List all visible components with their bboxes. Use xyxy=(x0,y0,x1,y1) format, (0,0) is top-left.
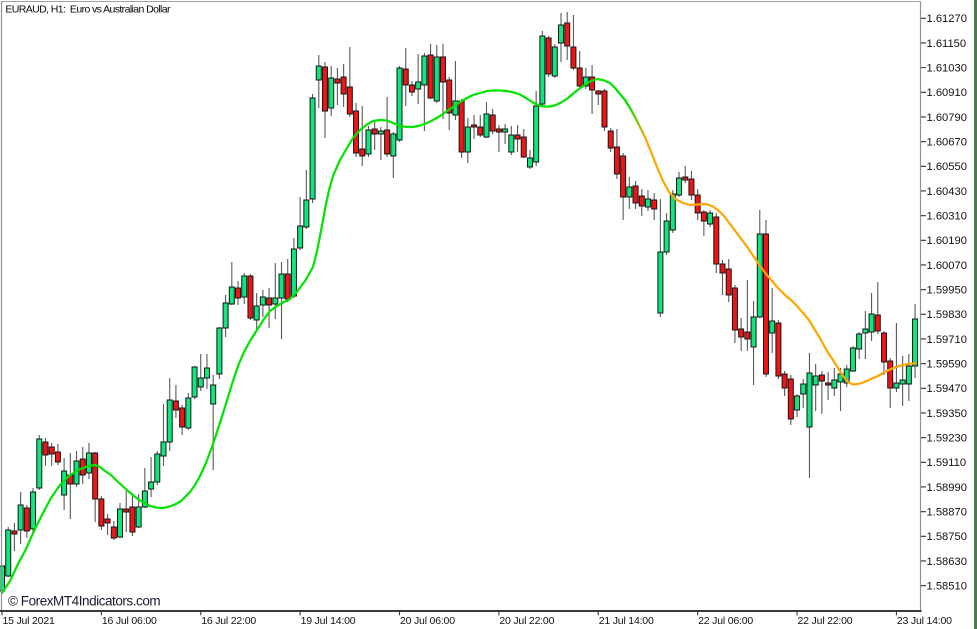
svg-text:1.60190: 1.60190 xyxy=(927,235,967,247)
svg-text:22 Jul 22:00: 22 Jul 22:00 xyxy=(798,615,853,627)
svg-text:20 Jul 22:00: 20 Jul 22:00 xyxy=(499,615,554,627)
svg-text:1.61030: 1.61030 xyxy=(927,63,967,75)
svg-text:1.59350: 1.59350 xyxy=(927,408,967,420)
svg-text:1.60550: 1.60550 xyxy=(927,161,967,173)
svg-text:19 Jul 14:00: 19 Jul 14:00 xyxy=(301,615,356,627)
svg-text:1.59590: 1.59590 xyxy=(927,359,967,371)
svg-text:1.59830: 1.59830 xyxy=(927,309,967,321)
svg-text:1.61150: 1.61150 xyxy=(927,38,967,50)
svg-text:1.60310: 1.60310 xyxy=(927,211,967,223)
svg-text:1.59230: 1.59230 xyxy=(927,433,967,445)
svg-text:1.60430: 1.60430 xyxy=(927,186,967,198)
svg-text:1.58510: 1.58510 xyxy=(927,581,967,593)
svg-text:1.61270: 1.61270 xyxy=(927,13,967,25)
svg-text:16 Jul 06:00: 16 Jul 06:00 xyxy=(102,615,157,627)
svg-text:1.58630: 1.58630 xyxy=(927,556,967,568)
svg-text:1.59470: 1.59470 xyxy=(927,383,967,395)
svg-text:EURAUD, H1: Euro vs Australia: EURAUD, H1: Euro vs Australian Dollar xyxy=(5,4,171,16)
svg-text:15 Jul 2021: 15 Jul 2021 xyxy=(3,615,55,627)
svg-text:1.60910: 1.60910 xyxy=(927,87,967,99)
svg-text:1.58750: 1.58750 xyxy=(927,531,967,543)
svg-text:21 Jul 14:00: 21 Jul 14:00 xyxy=(599,615,654,627)
svg-text:1.58870: 1.58870 xyxy=(927,507,967,519)
svg-text:1.59110: 1.59110 xyxy=(927,457,967,469)
svg-text:1.58990: 1.58990 xyxy=(927,482,967,494)
svg-text:1.59950: 1.59950 xyxy=(927,285,967,297)
svg-text:20 Jul 06:00: 20 Jul 06:00 xyxy=(400,615,455,627)
svg-text:1.60790: 1.60790 xyxy=(927,112,967,124)
svg-text:© ForexMT4Indicators.com: © ForexMT4Indicators.com xyxy=(8,593,160,608)
svg-text:1.59710: 1.59710 xyxy=(927,334,967,346)
svg-text:1.60070: 1.60070 xyxy=(927,260,967,272)
svg-text:22 Jul 06:00: 22 Jul 06:00 xyxy=(698,615,753,627)
svg-text:23 Jul 14:00: 23 Jul 14:00 xyxy=(897,615,952,627)
svg-text:1.60670: 1.60670 xyxy=(927,137,967,149)
svg-text:16 Jul 22:00: 16 Jul 22:00 xyxy=(201,615,256,627)
